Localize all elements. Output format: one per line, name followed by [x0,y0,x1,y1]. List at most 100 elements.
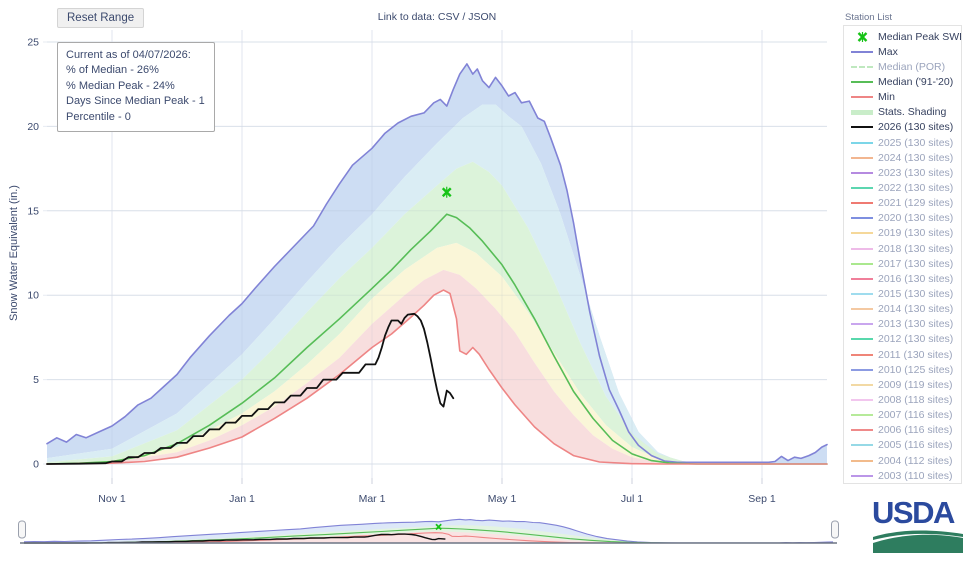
y-tick-label: 10 [27,290,39,302]
legend-line-swatch [851,459,873,462]
legend-item-min[interactable]: Min [851,90,961,105]
legend-item-2003-110-sites[interactable]: 2003 (110 sites) [851,468,961,483]
legend-line-swatch [851,262,873,265]
legend-line-swatch [851,338,873,341]
legend-item-2020-130-sites[interactable]: 2020 (130 sites) [851,211,961,226]
legend-item-label: 2024 (130 sites) [878,151,954,164]
x-tick-label: Jul 1 [621,493,643,505]
tooltip-pct-peak: % Median Peak - 24% [66,79,175,92]
band-p70-p30 [47,161,827,465]
legend-item-label: 2017 (130 sites) [878,257,954,270]
x-tick-label: Jan 1 [229,493,255,505]
data-link-label: Link to data: [377,11,435,23]
legend-item-2025-130-sites[interactable]: 2025 (130 sites) [851,135,961,150]
y-tick-label: 20 [27,121,39,133]
legend-item-label: 2018 (130 sites) [878,242,954,255]
legend-line-swatch [851,50,873,53]
navigator[interactable] [18,518,839,544]
legend-line-swatch [851,232,873,235]
legend-item-2008-118-sites[interactable]: 2008 (118 sites) [851,392,961,407]
legend-line-swatch [851,171,873,174]
median-peak-swe-marker [441,186,452,198]
legend-item-2017-130-sites[interactable]: 2017 (130 sites) [851,256,961,271]
y-tick-label: 0 [33,459,39,471]
legend-line-swatch [851,368,873,371]
legend-item-2011-130-sites[interactable]: 2011 (130 sites) [851,347,961,362]
legend-item-label: Median (POR) [878,60,946,73]
legend-item-label: 2019 (130 sites) [878,227,954,240]
legend-item-2024-130-sites[interactable]: 2024 (130 sites) [851,150,961,165]
legend-line-swatch [851,186,873,189]
legend-line-swatch [851,323,873,326]
navigator-series-y2026 [24,533,446,544]
legend-item-label: Median Peak SWE [878,30,962,43]
legend-line-swatch [851,80,873,83]
legend-item-label: 2015 (130 sites) [878,287,954,300]
legend-item-label: Stats. Shading [878,106,947,119]
series-line-median [46,213,828,465]
legend-item-2015-130-sites[interactable]: 2015 (130 sites) [851,286,961,301]
legend-line-swatch [851,202,873,205]
series-line-max [46,63,828,464]
tooltip-percentile: Percentile - 0 [66,110,131,123]
series-line-y2026 [46,312,455,465]
legend-item-median-peak-swe[interactable]: Median Peak SWE [851,29,961,44]
legend-item-label: 2020 (130 sites) [878,212,954,225]
legend-line-swatch [851,383,873,386]
legend-item-2018-130-sites[interactable]: 2018 (130 sites) [851,241,961,256]
legend-item-2026-130-sites[interactable]: 2026 (130 sites) [851,120,961,135]
band-max-p90 [47,63,827,465]
legend-item-2013-130-sites[interactable]: 2013 (130 sites) [851,317,961,332]
legend-item-2023-130-sites[interactable]: 2023 (130 sites) [851,165,961,180]
data-link-bar: Link to data: CSV / JSON [377,11,497,23]
legend-item-2022-130-sites[interactable]: 2022 (130 sites) [851,180,961,195]
legend-item-label: 2004 (112 sites) [878,454,953,467]
usda-logo-text: USDA [872,495,955,530]
legend-item-stats-shading[interactable]: Stats. Shading [851,105,961,120]
legend-item-2019-130-sites[interactable]: 2019 (130 sites) [851,226,961,241]
legend-item-2009-119-sites[interactable]: 2009 (119 sites) [851,377,961,392]
legend-line-swatch [851,141,873,144]
legend-item-label: 2006 (116 sites) [878,424,953,437]
legend-item-2006-116-sites[interactable]: 2006 (116 sites) [851,423,961,438]
legend-line-swatch [851,353,873,356]
legend-item-label: 2014 (130 sites) [878,303,954,316]
navigator-right-handle[interactable] [831,520,839,539]
legend-item-2014-130-sites[interactable]: 2014 (130 sites) [851,302,961,317]
reset-range-button[interactable]: Reset Range [57,8,145,28]
legend-line-swatch [851,398,873,401]
legend-line-swatch [851,277,873,280]
legend-item-median-por[interactable]: Median (POR) [851,59,961,74]
legend-item-label: Min [878,91,895,104]
legend-item-2005-116-sites[interactable]: 2005 (116 sites) [851,438,961,453]
legend-item-label: 2010 (125 sites) [878,363,954,376]
legend-item-label: Max [878,45,898,58]
legend-line-swatch [851,308,873,311]
legend-item-2007-116-sites[interactable]: 2007 (116 sites) [851,408,961,423]
json-link[interactable]: JSON [468,11,497,23]
legend-item-median-91-20[interactable]: Median ('91-'20) [851,74,961,89]
legend-line-swatch [851,65,873,68]
legend-box: Median Peak SWE Max Median (POR) Median ('9… [843,25,962,484]
legend-item-2010-125-sites[interactable]: 2010 (125 sites) [851,362,961,377]
tooltip-date-line: Current as of 04/07/2026: [66,49,191,61]
legend-item-label: 2005 (116 sites) [878,439,953,452]
x-tick-label: Mar 1 [359,493,386,505]
csv-link[interactable]: CSV [437,11,460,23]
legend-item-label: 2008 (118 sites) [878,393,953,406]
legend-item-label: Median ('91-'20) [878,75,954,88]
legend-item-label: 2003 (110 sites) [878,469,953,482]
navigator-left-handle[interactable] [18,520,26,539]
legend-item-2004-112-sites[interactable]: 2004 (112 sites) [851,453,961,468]
legend-item-label: 2021 (129 sites) [878,197,954,210]
legend-item-2021-129-sites[interactable]: 2021 (129 sites) [851,196,961,211]
legend-item-2016-130-sites[interactable]: 2016 (130 sites) [851,271,961,286]
station-list-title: Station List [845,12,892,23]
legend-item-label: 2011 (130 sites) [878,348,953,361]
legend-item-2012-130-sites[interactable]: 2012 (130 sites) [851,332,961,347]
legend-item-label: 2013 (130 sites) [878,318,954,331]
legend-item-max[interactable]: Max [851,44,961,59]
legend-line-swatch [851,96,873,99]
legend-line-swatch [851,292,873,295]
